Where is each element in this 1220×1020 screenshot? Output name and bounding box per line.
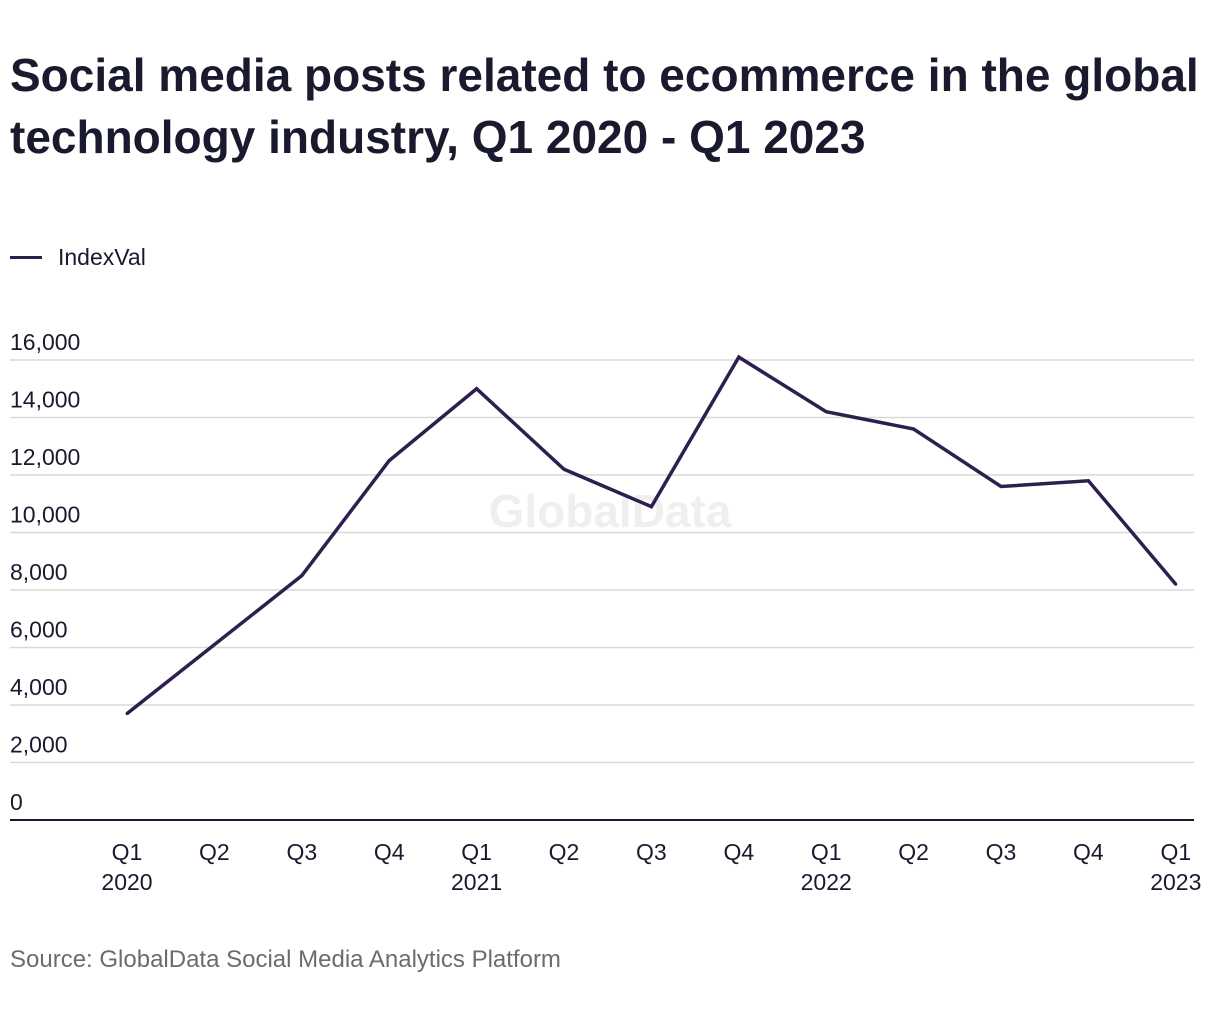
x-tick-label: Q1 (112, 839, 143, 865)
y-tick-label: 16,000 (10, 329, 80, 355)
x-tick-year-label: 2021 (451, 869, 502, 895)
y-tick-label: 14,000 (10, 387, 80, 413)
x-tick-label: Q1 (811, 839, 842, 865)
x-tick-label: Q3 (986, 839, 1017, 865)
series (125, 354, 1178, 716)
y-tick-label: 4,000 (10, 674, 68, 700)
x-tick-label: Q2 (549, 839, 580, 865)
chart-title: Social media posts related to ecommerce … (10, 49, 1199, 163)
x-tick-label: Q2 (898, 839, 929, 865)
y-tick-label: 12,000 (10, 444, 80, 470)
y-tick-label: 0 (10, 789, 23, 815)
x-tick-label: Q1 (1160, 839, 1191, 865)
data-point (475, 387, 479, 391)
x-tick-label: Q4 (1073, 839, 1104, 865)
data-point (737, 355, 741, 359)
data-point (562, 467, 566, 471)
gridlines (10, 359, 1194, 764)
y-axis-ticks: 0 2,000 4,000 6,000 8,000 10,000 12,000 14,000 1… (10, 329, 80, 815)
legend: IndexVal (10, 242, 146, 272)
legend-swatch (10, 255, 42, 259)
watermark: GlobalData (489, 485, 732, 537)
x-tick-label: Q4 (374, 839, 405, 865)
data-point (649, 505, 653, 509)
y-tick-label: 2,000 (10, 732, 68, 758)
data-point (912, 427, 916, 431)
x-tick-label: Q4 (723, 839, 754, 865)
data-point (300, 574, 304, 578)
source-note: Source: GlobalData Social Media Analytic… (10, 946, 561, 973)
x-tick-label: Q3 (286, 839, 317, 865)
data-point (999, 485, 1003, 488)
data-point (1174, 582, 1178, 586)
x-tick-label: Q3 (636, 839, 667, 865)
x-tick-year-label: 2020 (101, 869, 152, 895)
x-tick-year-label: 2022 (801, 869, 852, 895)
y-tick-label: 6,000 (10, 617, 68, 643)
y-tick-label: 8,000 (10, 559, 68, 585)
x-axis-ticks: Q1 2020 Q2 Q3 Q4 Q1 2021 Q2 Q3 Q4 Q1 2022 Q2 Q3 Q4 Q1 20… (101, 839, 1201, 895)
data-point (824, 410, 828, 414)
x-tick-label: Q1 (461, 839, 492, 865)
y-tick-label: 10,000 (10, 502, 80, 528)
legend-label: IndexVal (58, 243, 146, 270)
data-point (212, 643, 216, 647)
data-point (1086, 479, 1090, 483)
data-point (387, 459, 391, 463)
data-point (125, 712, 129, 716)
x-tick-year-label: 2023 (1150, 869, 1201, 895)
x-tick-label: Q2 (199, 839, 230, 865)
